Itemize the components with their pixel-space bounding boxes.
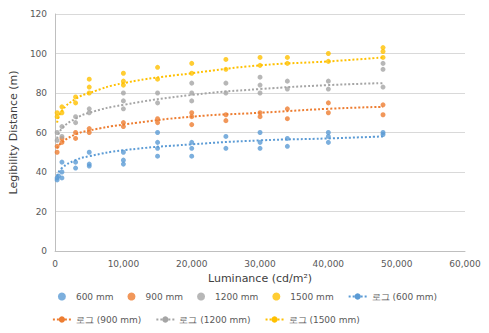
svg-text:100: 100: [30, 49, 47, 59]
svg-text:Luminance (cd/m²): Luminance (cd/m²): [208, 272, 312, 285]
svg-text:600 mm: 600 mm: [76, 292, 114, 302]
svg-text:60,000: 60,000: [449, 259, 481, 269]
svg-text:60: 60: [36, 128, 48, 138]
svg-text:30,000: 30,000: [244, 259, 276, 269]
svg-text:1200 mm: 1200 mm: [215, 292, 258, 302]
svg-text:로그 (600 mm): 로그 (600 mm): [372, 292, 437, 302]
svg-text:로그 (1200 mm): 로그 (1200 mm): [179, 315, 250, 325]
svg-text:120: 120: [30, 9, 47, 19]
svg-text:50,000: 50,000: [381, 259, 413, 269]
svg-text:20,000: 20,000: [176, 259, 208, 269]
svg-text:1500 mm: 1500 mm: [290, 292, 333, 302]
svg-text:Legibility Distance (m): Legibility Distance (m): [7, 70, 20, 194]
svg-text:0: 0: [52, 259, 58, 269]
svg-text:40,000: 40,000: [313, 259, 345, 269]
svg-text:900 mm: 900 mm: [145, 292, 183, 302]
svg-text:10,000: 10,000: [108, 259, 140, 269]
svg-text:80: 80: [36, 88, 48, 98]
svg-text:로그 (900 mm): 로그 (900 mm): [76, 315, 141, 325]
svg-text:20: 20: [36, 207, 48, 217]
svg-text:로그 (1500 mm): 로그 (1500 mm): [289, 315, 360, 325]
svg-text:40: 40: [36, 167, 48, 177]
svg-text:0: 0: [41, 246, 47, 256]
